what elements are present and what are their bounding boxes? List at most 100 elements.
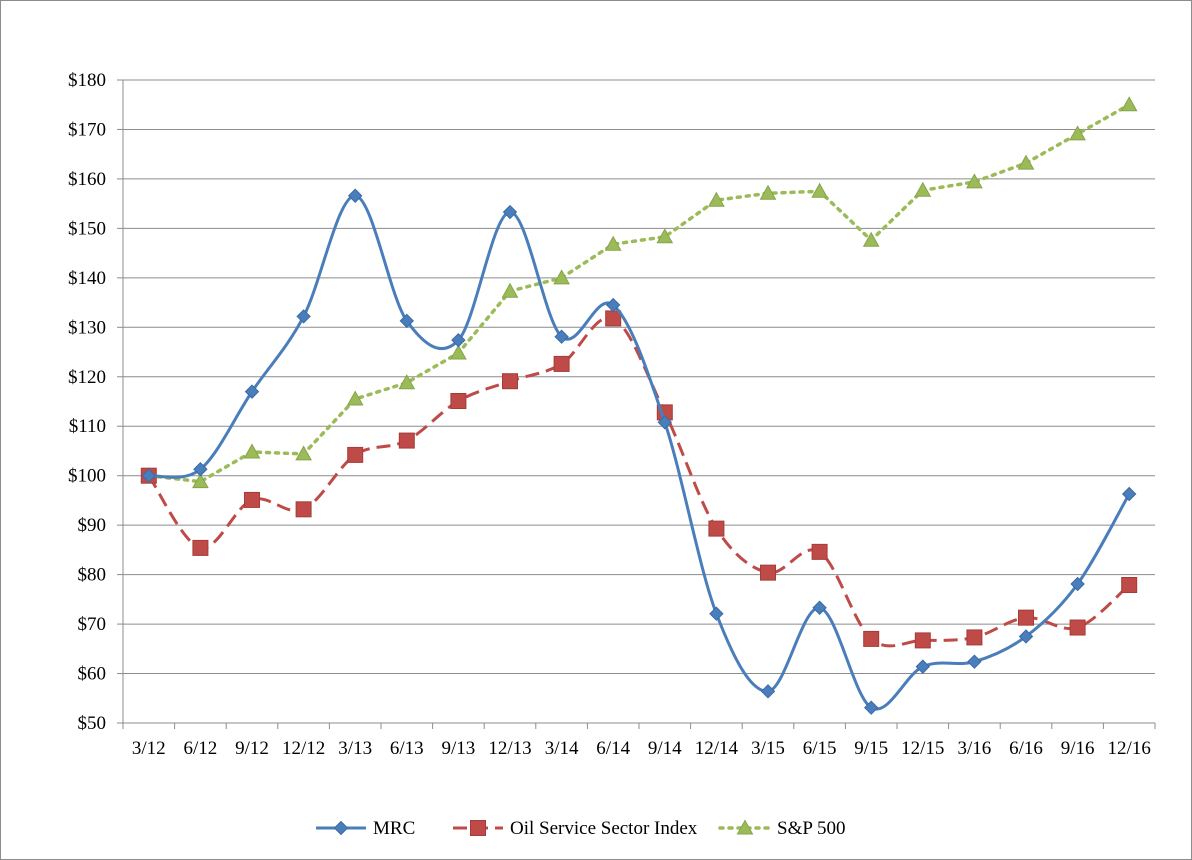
y-tick-label: $50 [78,713,107,734]
data-point [657,415,673,430]
data-point [399,313,415,329]
legend-entry: MRC [316,818,415,839]
data-point [863,700,879,715]
data-point [295,445,312,461]
x-tick-label: 9/15 [854,738,888,759]
series-0 [141,188,1137,715]
x-tick-label: 6/15 [803,738,837,759]
x-tick-label: 9/12 [235,738,269,759]
data-point [347,446,364,463]
y-tick-labels: $50 $60 $70 $80 $90 $100 $110 $120 $130 $140 $150 $… [68,70,106,734]
data-point [553,355,570,372]
data-point [1070,576,1085,592]
data-point [605,297,621,313]
data-point [812,600,827,615]
data-point [554,329,569,344]
data-point [914,181,932,197]
data-point [450,344,467,360]
y-tick-label: $180 [68,70,106,91]
x-tick-label: 3/12 [132,738,166,759]
legend-label: Oil Service Sector Index [510,818,698,839]
data-point [1018,609,1034,626]
series-line [147,102,1131,484]
data-point [347,188,363,203]
y-tick-label: $90 [78,515,107,536]
data-point [967,654,982,669]
x-tick-label: 6/13 [390,738,424,759]
data-point [605,310,622,327]
x-tick-label: 6/12 [184,738,218,759]
y-tick-label: $130 [68,317,106,338]
y-tick-label: $150 [68,218,106,239]
data-point [141,468,157,483]
y-tick-label: $170 [68,119,106,140]
x-tick-labels: 3/12 6/12 9/12 12/12 3/13 6/13 9/13 12/13 3/14 6/… [132,738,1151,759]
data-point [708,520,725,537]
data-point [604,235,622,251]
x-tick-label: 3/14 [545,738,579,759]
axes [117,79,1156,729]
data-point [346,390,364,406]
data-point [244,384,260,399]
data-point [1121,577,1138,594]
legend-marker [736,819,754,835]
x-tick-label: 12/14 [695,738,739,759]
x-tick-label: 12/12 [282,738,325,759]
legend: MRC Oil Service Sector Index S&P 500 [316,818,845,839]
data-point [760,684,776,699]
data-point [502,204,518,220]
y-tick-label: $160 [68,169,106,190]
gridlines [123,79,1155,675]
data-point [295,501,312,518]
x-tick-label: 6/14 [596,738,630,759]
data-point [398,432,415,449]
data-point [811,543,828,560]
data-point [708,191,725,207]
x-tick-label: 6/16 [1009,738,1043,759]
legend-marker [333,820,349,836]
data-point [502,373,518,390]
data-point [863,630,880,647]
data-point [296,309,311,324]
y-tick-label: $60 [78,664,107,685]
data-point [1069,125,1086,141]
x-tick-label: 9/13 [442,738,476,759]
y-tick-label: $80 [78,565,107,586]
x-tick-label: 3/16 [958,738,992,759]
data-point [553,269,570,285]
data-point [450,393,467,410]
data-point [1017,154,1035,170]
data-point [192,539,209,556]
y-tick-label: $140 [68,268,106,289]
legend-marker [470,820,486,836]
x-tick-label: 3/13 [338,738,372,759]
data-point [811,182,828,198]
legend-entry: Oil Service Sector Index [453,818,698,839]
data-point [760,564,776,581]
series-line [147,315,1131,648]
y-tick-label: $110 [69,416,106,437]
data-point [966,173,983,189]
x-tick-label: 9/16 [1061,738,1095,759]
x-tick-label: 3/15 [751,738,785,759]
data-point [966,629,983,646]
data-point [451,332,466,348]
data-point [656,228,674,244]
x-tick-label: 12/16 [1108,738,1151,759]
data-point [1069,619,1086,636]
data-point [914,632,931,649]
data-point [244,491,260,508]
y-tick-label: $100 [68,466,106,487]
series-1 [140,310,1138,649]
data-point [501,282,519,298]
data-point [759,184,777,200]
legend-entry: S&P 500 [718,818,845,839]
data-point [243,443,261,459]
x-tick-label: 9/14 [648,738,682,759]
series-2 [140,96,1138,489]
data-point [192,473,209,489]
x-tick-label: 12/13 [488,738,531,759]
series-lines [140,96,1138,715]
